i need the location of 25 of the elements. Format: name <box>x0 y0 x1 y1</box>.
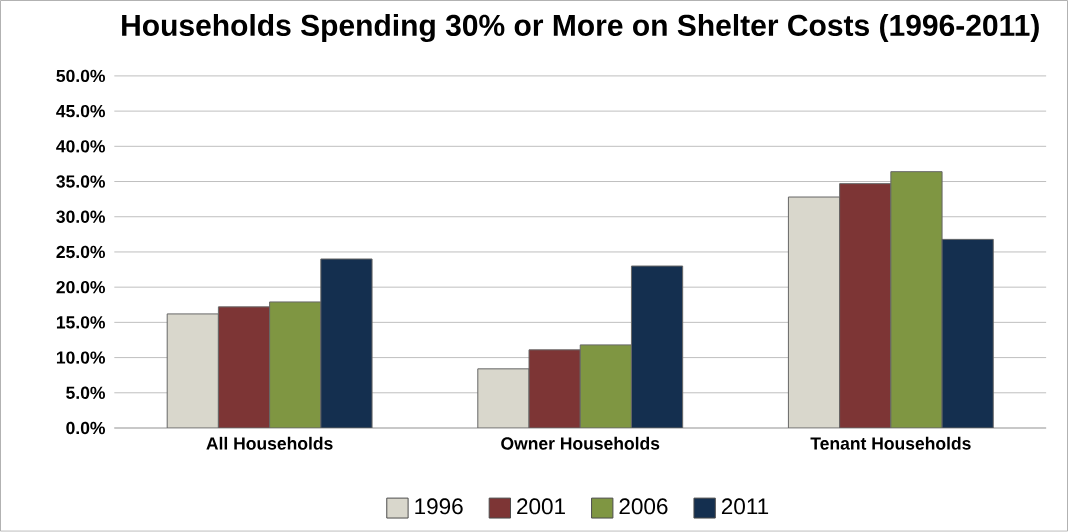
bar <box>630 265 684 429</box>
y-tick-label: 5.0% <box>66 386 106 400</box>
bar <box>320 258 373 429</box>
x-tick-label: Owner Households <box>501 437 660 450</box>
legend-label: 2011 <box>721 498 769 515</box>
y-tick-label: 25.0% <box>56 245 106 259</box>
legend-label: 1996 <box>415 498 463 515</box>
y-tick-label: 15.0% <box>56 316 106 329</box>
y-tick-label: 10.0% <box>56 351 106 364</box>
bar <box>941 238 994 429</box>
bar <box>528 349 581 429</box>
y-tick-label: 40.0% <box>56 140 106 153</box>
bar <box>217 306 271 429</box>
x-tick-label: Tenant Households <box>810 437 971 450</box>
y-tick-label: 35.0% <box>56 175 106 188</box>
chart-title: Households Spending 30% or More on Shelter Costs (1996-2011) <box>122 14 1039 43</box>
x-tick-label: All Households <box>206 437 333 450</box>
y-tick-label: 45.0% <box>56 105 106 118</box>
y-tick-label: 0.0% <box>66 422 106 435</box>
legend-label: 2001 <box>517 498 565 515</box>
legend-label: 2006 <box>619 498 668 515</box>
y-tick-label: 50.0% <box>56 69 106 83</box>
y-tick-label: 30.0% <box>56 210 106 224</box>
y-tick-label: 20.0% <box>56 281 106 294</box>
bar <box>839 183 892 429</box>
